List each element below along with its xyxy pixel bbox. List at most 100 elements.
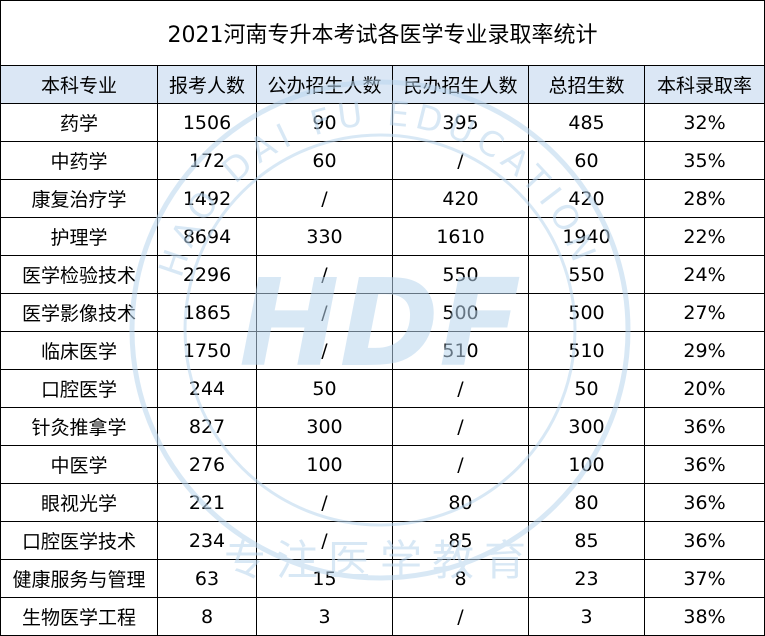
cell-major: 针灸推拿学 xyxy=(0,407,158,446)
cell-total: 60 xyxy=(528,141,645,180)
cell-applicants: 234 xyxy=(157,521,257,560)
cell-public: 15 xyxy=(256,559,393,598)
cell-total: 100 xyxy=(528,445,645,484)
cell-private: / xyxy=(392,141,529,180)
table-row: 中药学 172 60/60 35% xyxy=(0,141,765,180)
cell-applicants: 172 xyxy=(157,141,257,180)
table-row: 护理学 8694 330 1610 1940 22% xyxy=(0,217,765,256)
table-row: 针灸推拿学 827 300/300 36% xyxy=(0,407,765,446)
cell-major: 护理学 xyxy=(0,217,158,256)
table-row: 健康服务与管理 63 15 8 23 37% xyxy=(0,559,765,598)
cell-public: 300 xyxy=(256,407,393,446)
cell-applicants: 276 xyxy=(157,445,257,484)
cell-private: 510 xyxy=(392,331,529,370)
cell-private: 420 xyxy=(392,179,529,218)
cell-private: / xyxy=(392,369,529,408)
cell-rate: 36% xyxy=(643,407,765,446)
cell-major: 口腔医学技术 xyxy=(0,521,158,560)
table-row: 口腔医学技术 234/85 85 36% xyxy=(0,521,765,560)
cell-major: 医学影像技术 xyxy=(0,293,158,332)
cell-private: / xyxy=(392,407,529,446)
table-row: 中医学 276 100/100 36% xyxy=(0,445,765,484)
cell-applicants: 1750 xyxy=(157,331,257,370)
cell-applicants: 1506 xyxy=(157,103,257,142)
cell-public: / xyxy=(256,331,393,370)
cell-public: 90 xyxy=(256,103,393,142)
cell-rate: 36% xyxy=(643,521,765,560)
cell-private: 550 xyxy=(392,255,529,294)
cell-applicants: 8694 xyxy=(157,217,257,256)
cell-total: 550 xyxy=(528,255,645,294)
header-public-enrollment: 公办招生人数 xyxy=(256,65,393,104)
cell-rate: 24% xyxy=(643,255,765,294)
table-row: 生物医学工程 8 3/3 38% xyxy=(0,597,765,636)
cell-rate: 36% xyxy=(643,445,765,484)
cell-applicants: 221 xyxy=(157,483,257,522)
cell-private: 395 xyxy=(392,103,529,142)
cell-applicants: 63 xyxy=(157,559,257,598)
cell-public: 100 xyxy=(256,445,393,484)
cell-total: 485 xyxy=(528,103,645,142)
header-major: 本科专业 xyxy=(0,65,158,104)
cell-private: 1610 xyxy=(392,217,529,256)
cell-applicants: 244 xyxy=(157,369,257,408)
cell-public: 3 xyxy=(256,597,393,636)
cell-public: 50 xyxy=(256,369,393,408)
table-title: 2021河南专升本考试各医学专业录取率统计 xyxy=(0,0,765,66)
cell-total: 85 xyxy=(528,521,645,560)
cell-public: 330 xyxy=(256,217,393,256)
cell-public: / xyxy=(256,483,393,522)
cell-total: 500 xyxy=(528,293,645,332)
table-row: 医学检验技术 2296/550 550 24% xyxy=(0,255,765,294)
cell-rate: 28% xyxy=(643,179,765,218)
cell-rate: 37% xyxy=(643,559,765,598)
cell-major: 医学检验技术 xyxy=(0,255,158,294)
cell-applicants: 8 xyxy=(157,597,257,636)
cell-rate: 22% xyxy=(643,217,765,256)
cell-applicants: 1865 xyxy=(157,293,257,332)
cell-major: 眼视光学 xyxy=(0,483,158,522)
cell-major: 中药学 xyxy=(0,141,158,180)
cell-public: / xyxy=(256,255,393,294)
cell-public: / xyxy=(256,179,393,218)
cell-private: / xyxy=(392,445,529,484)
cell-rate: 32% xyxy=(643,103,765,142)
cell-total: 510 xyxy=(528,331,645,370)
cell-rate: 20% xyxy=(643,369,765,408)
cell-rate: 27% xyxy=(643,293,765,332)
cell-private: / xyxy=(392,597,529,636)
cell-major: 康复治疗学 xyxy=(0,179,158,218)
table-row: 康复治疗学 1492/420 420 28% xyxy=(0,179,765,218)
cell-private: 80 xyxy=(392,483,529,522)
table-row: 临床医学 1750/510 510 29% xyxy=(0,331,765,370)
cell-public: / xyxy=(256,521,393,560)
header-total-enrollment: 总招生数 xyxy=(528,65,645,104)
cell-major: 临床医学 xyxy=(0,331,158,370)
cell-major: 生物医学工程 xyxy=(0,597,158,636)
cell-public: / xyxy=(256,293,393,332)
cell-major: 健康服务与管理 xyxy=(0,559,158,598)
cell-total: 300 xyxy=(528,407,645,446)
cell-public: 60 xyxy=(256,141,393,180)
table-row: 医学影像技术 1865/500 500 27% xyxy=(0,293,765,332)
header-row: 本科专业 报考人数 公办招生人数 民办招生人数 总招生数 本科录取率 xyxy=(0,65,765,104)
cell-applicants: 2296 xyxy=(157,255,257,294)
cell-major: 口腔医学 xyxy=(0,369,158,408)
cell-private: 500 xyxy=(392,293,529,332)
cell-total: 50 xyxy=(528,369,645,408)
table-row: 眼视光学 221/80 80 36% xyxy=(0,483,765,522)
header-private-enrollment: 民办招生人数 xyxy=(392,65,529,104)
cell-major: 中医学 xyxy=(0,445,158,484)
cell-total: 3 xyxy=(528,597,645,636)
cell-total: 23 xyxy=(528,559,645,598)
cell-applicants: 1492 xyxy=(157,179,257,218)
cell-rate: 36% xyxy=(643,483,765,522)
table-row: 口腔医学 244 50/50 20% xyxy=(0,369,765,408)
cell-private: 85 xyxy=(392,521,529,560)
header-admission-rate: 本科录取率 xyxy=(643,65,765,104)
header-applicants: 报考人数 xyxy=(157,65,257,104)
cell-private: 8 xyxy=(392,559,529,598)
cell-major: 药学 xyxy=(0,103,158,142)
